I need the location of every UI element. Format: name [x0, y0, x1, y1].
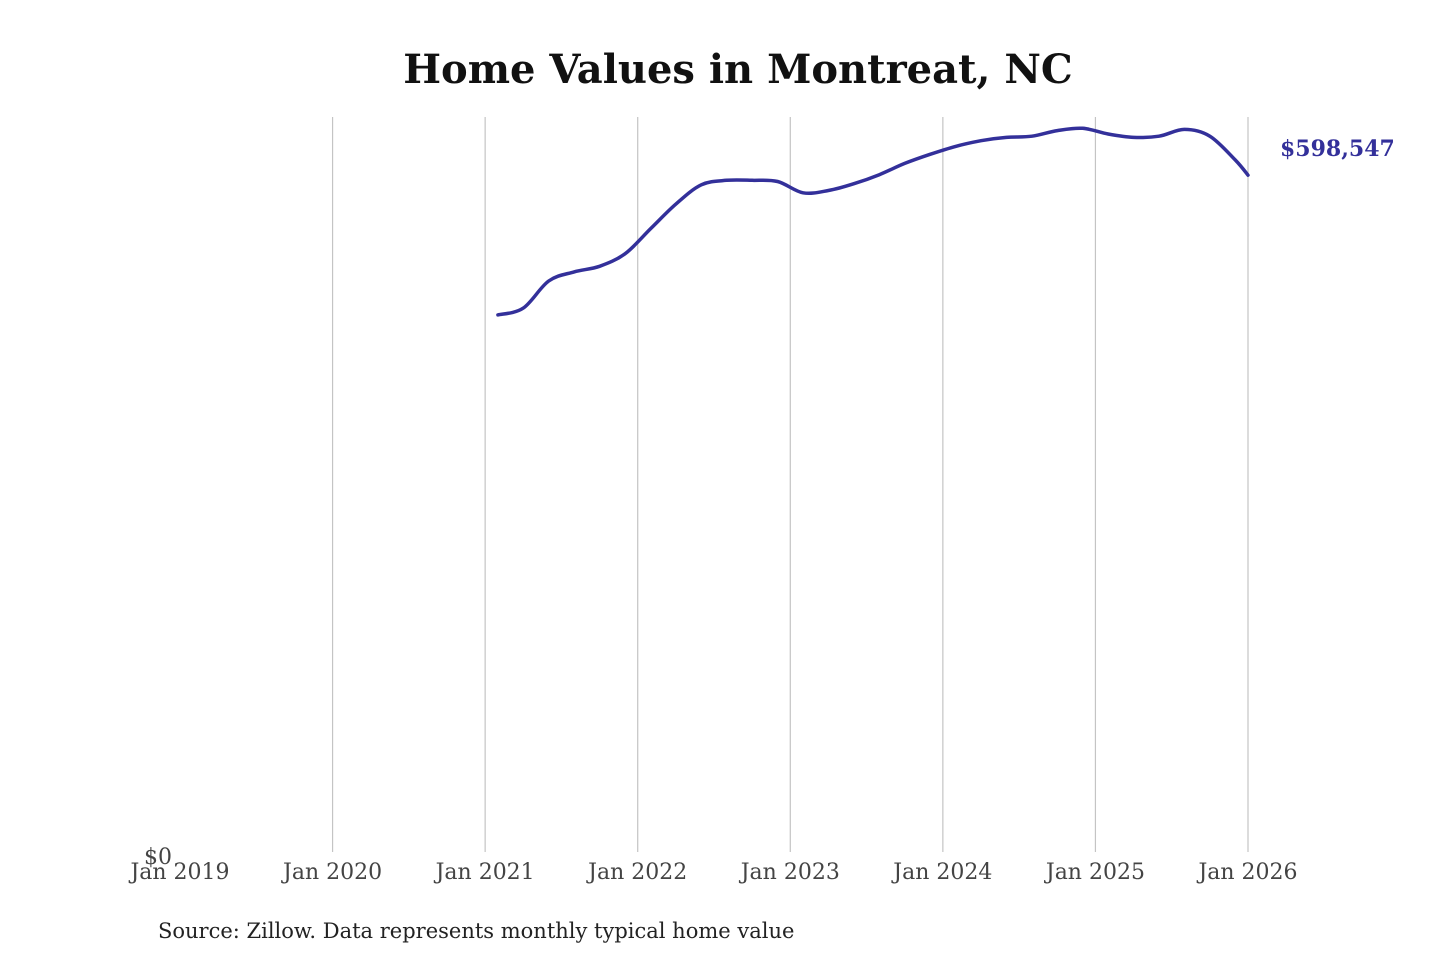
home-value-line — [496, 126, 1250, 317]
latest-value-label: $598,547 — [1280, 136, 1395, 162]
source-note: Source: Zillow. Data represents monthly … — [158, 919, 794, 943]
x-tick-label: Jan 2023 — [739, 860, 840, 885]
gridlines — [331, 117, 1249, 852]
x-tick-label: Jan 2024 — [891, 860, 992, 885]
y-tick-label-zero: $0 — [144, 845, 172, 870]
x-axis-ticks: Jan 2019 Jan 2020 Jan 2021 Jan 2022 Jan 2023… — [128, 860, 1297, 885]
x-tick-label: Jan 2022 — [586, 860, 687, 885]
x-tick-label: Jan 2026 — [1196, 860, 1297, 885]
x-tick-label: Jan 2025 — [1044, 860, 1145, 885]
x-tick-label: Jan 2021 — [434, 860, 535, 885]
chart-title: Home Values in Montreat, NC — [403, 46, 1073, 93]
x-tick-label: Jan 2020 — [281, 860, 382, 885]
x-tick-label: Jan 2019 — [128, 860, 229, 885]
